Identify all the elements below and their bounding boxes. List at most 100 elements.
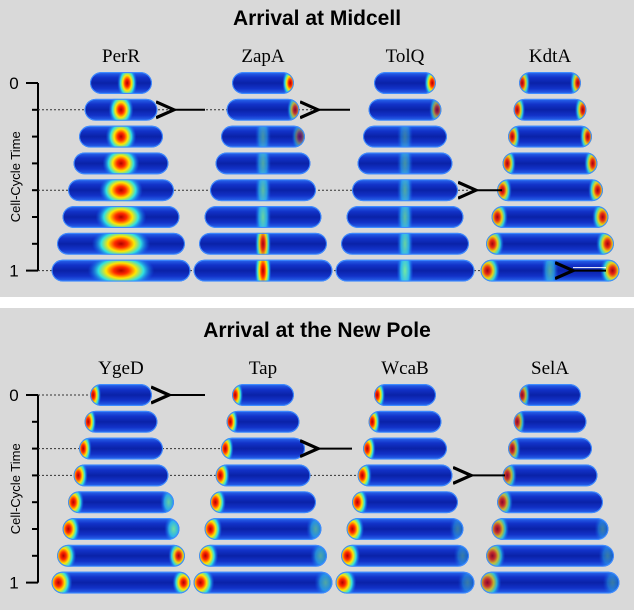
cell-outline bbox=[335, 259, 475, 282]
cell-outline bbox=[368, 410, 442, 433]
cell-body bbox=[513, 410, 587, 433]
cell-outline bbox=[368, 98, 442, 121]
cell-body bbox=[486, 232, 614, 255]
cell bbox=[73, 152, 169, 175]
cell bbox=[374, 72, 436, 94]
cell bbox=[204, 206, 322, 228]
cell bbox=[210, 179, 316, 202]
cell-outline bbox=[51, 259, 191, 282]
cell-body bbox=[335, 571, 475, 594]
cell-outline bbox=[508, 437, 592, 460]
cell-outline bbox=[79, 125, 163, 148]
cell-outline bbox=[508, 125, 592, 148]
cell bbox=[57, 232, 185, 255]
cell-outline bbox=[357, 464, 453, 487]
cell-body bbox=[68, 491, 174, 514]
cell-body bbox=[73, 464, 169, 487]
cell-body bbox=[491, 518, 609, 540]
cell-outline bbox=[90, 72, 152, 94]
cell-body bbox=[51, 571, 191, 594]
cell-spot bbox=[519, 384, 531, 406]
cell-body bbox=[513, 98, 587, 121]
cell bbox=[84, 98, 158, 121]
cell-body bbox=[221, 437, 305, 460]
cell bbox=[519, 72, 581, 94]
cell-spot bbox=[108, 98, 134, 121]
tick-label: 0 bbox=[9, 74, 18, 93]
cell-body bbox=[519, 72, 581, 94]
cell-body bbox=[502, 152, 598, 175]
cell-spot bbox=[215, 464, 230, 487]
cell-outline bbox=[491, 206, 609, 228]
cell-body bbox=[79, 437, 163, 460]
cell-spot bbox=[255, 152, 271, 175]
cell bbox=[497, 491, 603, 514]
cell bbox=[84, 410, 158, 433]
cell-spot bbox=[255, 179, 271, 202]
cell bbox=[352, 491, 458, 514]
cell-spot bbox=[346, 518, 365, 540]
cell-spot bbox=[357, 464, 372, 487]
column-label: ZapA bbox=[241, 46, 285, 67]
cell bbox=[199, 232, 327, 255]
cell-outline bbox=[73, 152, 169, 175]
cell-outline bbox=[519, 72, 581, 94]
cell-spot bbox=[102, 152, 140, 175]
cell-spot bbox=[513, 410, 526, 433]
cell-outline bbox=[480, 259, 620, 282]
cell bbox=[346, 206, 464, 228]
cell-body bbox=[341, 544, 469, 567]
cell bbox=[79, 125, 163, 148]
cell bbox=[363, 125, 447, 148]
cell-spot bbox=[513, 98, 526, 121]
cell-outline bbox=[513, 98, 587, 121]
cell-outline bbox=[374, 384, 436, 406]
cell-outline bbox=[57, 544, 185, 567]
cell-outline bbox=[68, 491, 174, 514]
cell bbox=[357, 152, 453, 175]
cell bbox=[90, 72, 152, 94]
cell-body bbox=[199, 544, 327, 567]
cell-spot bbox=[541, 259, 559, 282]
column-label: YgeD bbox=[98, 358, 143, 379]
cell bbox=[73, 464, 169, 487]
cell-spot bbox=[62, 518, 81, 540]
cell-spot bbox=[99, 179, 143, 202]
cell-body bbox=[486, 544, 614, 567]
cell-body bbox=[508, 125, 592, 148]
cell-body bbox=[374, 384, 436, 406]
cell-body bbox=[57, 544, 185, 567]
cell-body bbox=[497, 179, 603, 202]
cell-body bbox=[226, 410, 300, 433]
cell-spot bbox=[73, 464, 88, 487]
cell-body bbox=[363, 437, 447, 460]
cell-body bbox=[374, 72, 436, 94]
cell-body bbox=[232, 384, 294, 406]
cell bbox=[352, 179, 458, 202]
cell-spot bbox=[232, 384, 244, 406]
cell-outline bbox=[221, 125, 305, 148]
cell-outline bbox=[57, 232, 185, 255]
cell-outline bbox=[62, 206, 180, 228]
cell-body bbox=[346, 518, 464, 540]
cell-spot bbox=[491, 518, 510, 540]
cell-spot bbox=[397, 125, 413, 148]
cell-outline bbox=[226, 98, 300, 121]
cell-spot bbox=[255, 125, 271, 148]
cell-outline bbox=[193, 571, 333, 594]
cell-spot bbox=[226, 410, 239, 433]
panel-title: Arrival at Midcell bbox=[233, 7, 401, 30]
cell-spot bbox=[396, 259, 414, 282]
cell-body bbox=[215, 464, 311, 487]
cell bbox=[79, 437, 163, 460]
cell-body bbox=[226, 98, 300, 121]
cell-spot bbox=[105, 125, 137, 148]
cell-spot bbox=[282, 72, 294, 94]
cell-outline bbox=[226, 410, 300, 433]
cell-spot bbox=[374, 384, 386, 406]
cell-outline bbox=[204, 518, 322, 540]
cell-body bbox=[352, 491, 458, 514]
cell bbox=[232, 72, 294, 94]
cell-outline bbox=[341, 232, 469, 255]
cell-spot bbox=[574, 98, 587, 121]
